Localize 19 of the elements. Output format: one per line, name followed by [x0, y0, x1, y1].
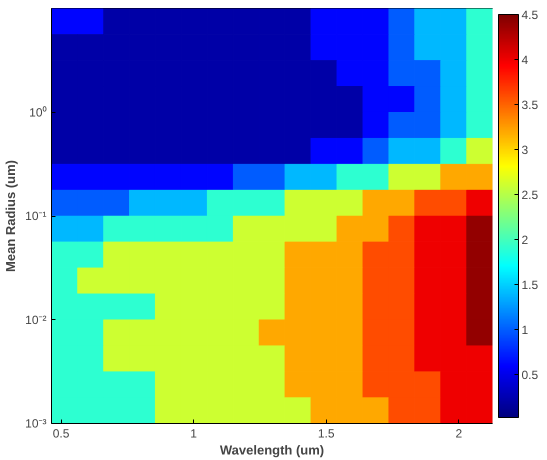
x-tick-label: 1.5	[318, 426, 335, 440]
color-bar-label: 4	[522, 52, 528, 67]
y-axis-title: Mean Radius (um)	[3, 160, 18, 272]
color-bar-label: 0.5	[522, 368, 539, 382]
color-bar-label: 3.5	[522, 98, 539, 112]
y-tick-label: 10⁻³	[25, 416, 47, 430]
color-bar-label: 4.5	[522, 8, 539, 22]
color-bar-label: 3	[522, 142, 528, 157]
x-tick-label: 2	[455, 426, 462, 440]
color-bar-label: 1.5	[522, 278, 539, 292]
y-tick-label: 10⁻²	[25, 312, 47, 327]
y-tick-label: 10⁰	[29, 105, 47, 120]
x-axis-title: Wavelength (um)	[220, 442, 324, 458]
color-bar-label: 1	[522, 322, 528, 337]
x-tick-label: 1	[190, 426, 198, 440]
color-bar-label: 2.5	[522, 188, 539, 202]
x-tick-label: 0.5	[52, 426, 70, 440]
color-bar-label: 2	[522, 232, 528, 247]
y-tick-label: 10⁻¹	[25, 209, 47, 223]
